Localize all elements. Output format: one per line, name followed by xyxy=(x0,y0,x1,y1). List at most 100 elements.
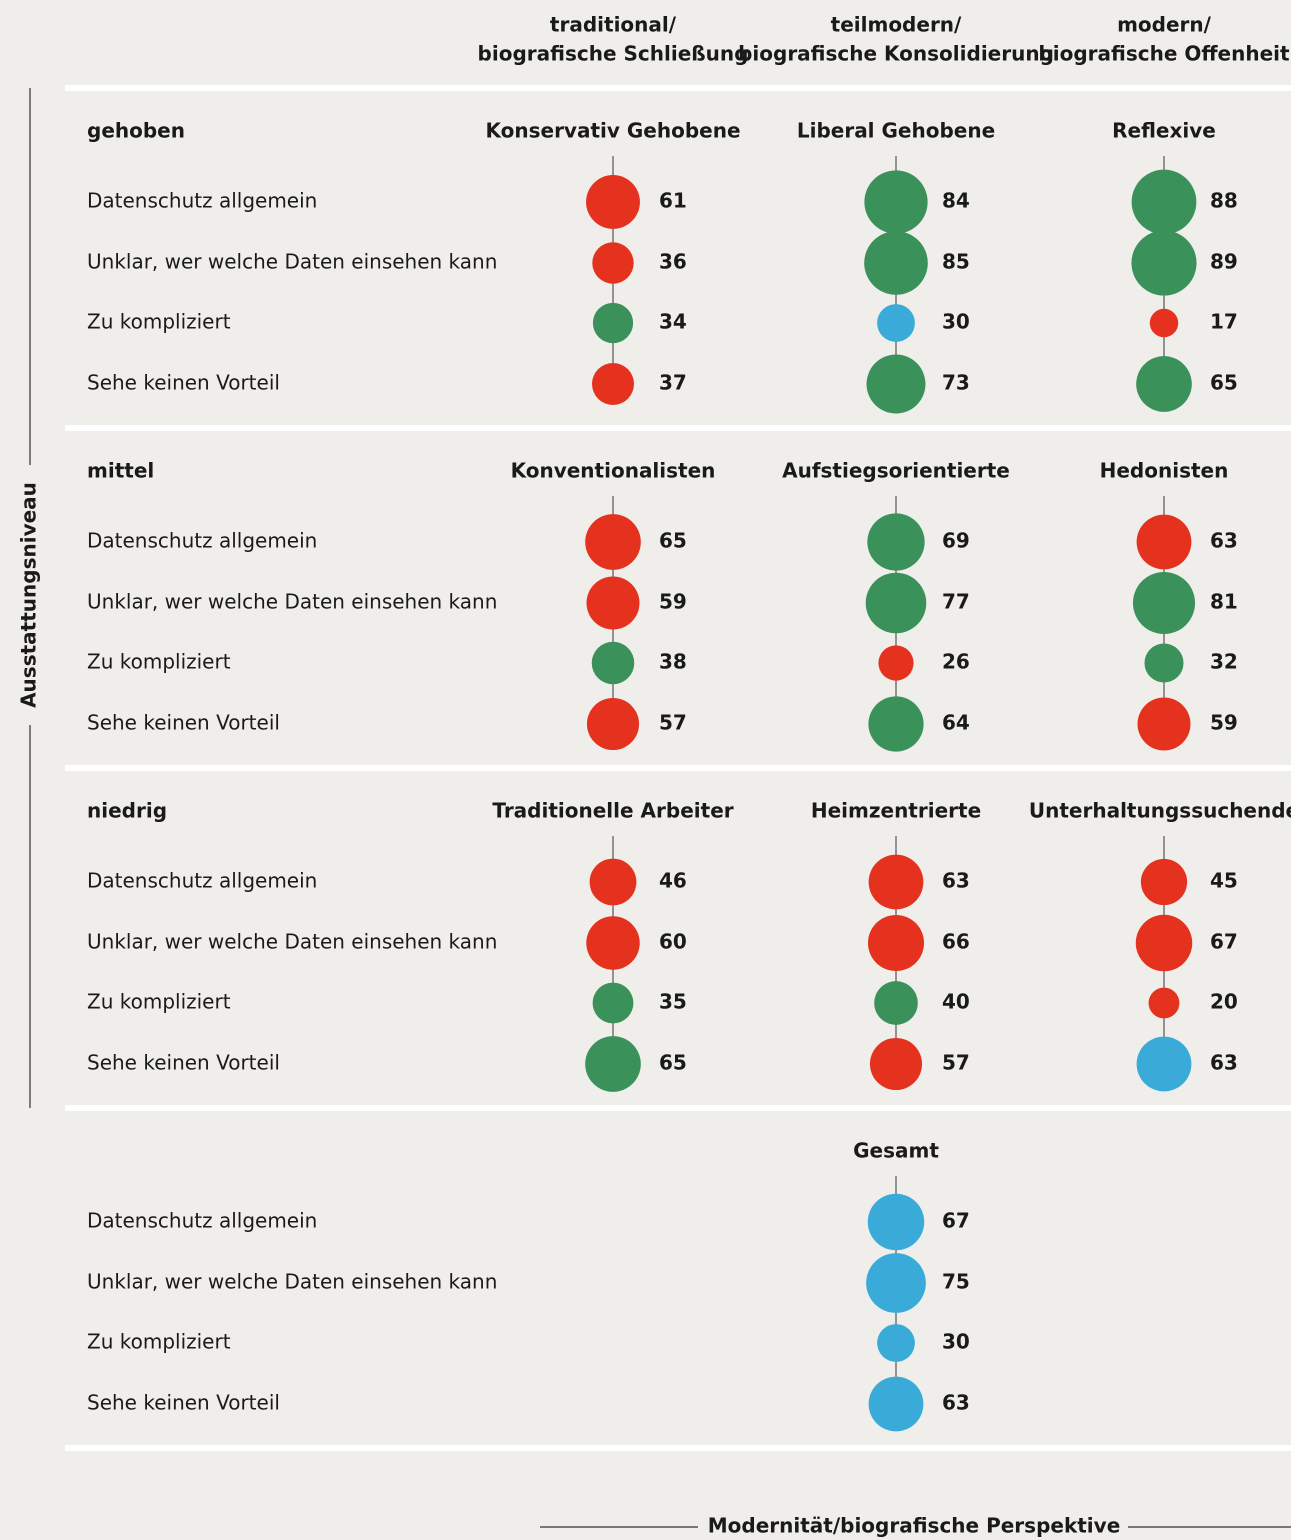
group-label: Konservativ Gehobene xyxy=(485,119,740,143)
bubble xyxy=(864,231,928,295)
bubble xyxy=(1137,697,1191,751)
bubble xyxy=(866,1253,926,1313)
item-label: Zu kompliziert xyxy=(87,650,231,674)
separator xyxy=(65,1445,1291,1451)
value-label: 32 xyxy=(1210,650,1238,674)
bubble xyxy=(868,696,924,752)
group-label: Reflexive xyxy=(1112,119,1216,143)
bubble xyxy=(874,981,918,1025)
bubble xyxy=(589,858,637,906)
value-label: 73 xyxy=(942,371,970,395)
group-label: Gesamt xyxy=(853,1139,939,1163)
bubble xyxy=(591,641,635,685)
value-label: 88 xyxy=(1210,189,1238,213)
value-label: 36 xyxy=(659,250,687,274)
bubble xyxy=(586,175,640,229)
value-label: 38 xyxy=(659,650,687,674)
bubble xyxy=(1136,1036,1192,1092)
group-label: Liberal Gehobene xyxy=(797,119,995,143)
bubble xyxy=(1144,643,1184,683)
item-label: Unklar, wer welche Daten einsehen kann xyxy=(87,250,497,274)
value-label: 26 xyxy=(942,650,970,674)
bubble xyxy=(586,916,640,970)
separator xyxy=(65,765,1291,771)
y-axis-label: Ausstattungsniveau xyxy=(17,482,41,708)
value-label: 46 xyxy=(659,869,687,893)
value-label: 65 xyxy=(659,529,687,553)
column-header: biografische Offenheit xyxy=(1038,42,1290,66)
value-label: 40 xyxy=(942,990,970,1014)
column-header: teilmodern/ xyxy=(831,13,962,37)
bubble xyxy=(592,302,634,344)
separator xyxy=(65,1105,1291,1111)
bubble xyxy=(1136,514,1192,570)
item-label: Sehe keinen Vorteil xyxy=(87,711,280,735)
item-label: Datenschutz allgemein xyxy=(87,529,317,553)
value-label: 30 xyxy=(942,1330,970,1354)
group-label: Aufstiegsorientierte xyxy=(782,459,1010,483)
row-group-label: niedrig xyxy=(87,799,167,823)
value-label: 75 xyxy=(942,1270,970,1294)
bubble xyxy=(878,645,914,681)
row-group-label: mittel xyxy=(87,459,154,483)
value-label: 67 xyxy=(1210,930,1238,954)
bubble xyxy=(586,576,640,630)
bubble xyxy=(877,1324,915,1362)
item-label: Datenschutz allgemein xyxy=(87,869,317,893)
separator xyxy=(65,425,1291,431)
value-label: 65 xyxy=(659,1051,687,1075)
column-header: biografische Konsolidierung xyxy=(738,42,1054,66)
bubble xyxy=(585,1036,641,1092)
item-label: Unklar, wer welche Daten einsehen kann xyxy=(87,930,497,954)
item-label: Datenschutz allgemein xyxy=(87,1209,317,1233)
item-label: Datenschutz allgemein xyxy=(87,189,317,213)
value-label: 85 xyxy=(942,250,970,274)
item-label: Unklar, wer welche Daten einsehen kann xyxy=(87,590,497,614)
item-label: Sehe keinen Vorteil xyxy=(87,1391,280,1415)
item-label: Zu kompliziert xyxy=(87,1330,231,1354)
column-header: traditional/ xyxy=(550,13,677,37)
value-label: 64 xyxy=(942,711,970,735)
bubble xyxy=(1132,571,1196,635)
group-label: Unterhaltungssuchende xyxy=(1029,799,1291,823)
bubble xyxy=(1140,858,1188,906)
separator xyxy=(65,85,1291,91)
bubble xyxy=(865,572,927,634)
bubble xyxy=(586,697,640,751)
bubble xyxy=(866,354,926,414)
row-group-label: gehoben xyxy=(87,119,185,143)
group-label: Heimzentrierte xyxy=(811,799,981,823)
value-label: 34 xyxy=(659,310,687,334)
value-label: 63 xyxy=(942,869,970,893)
value-label: 69 xyxy=(942,529,970,553)
item-label: Unklar, wer welche Daten einsehen kann xyxy=(87,1270,497,1294)
value-label: 20 xyxy=(1210,990,1238,1014)
bubble xyxy=(864,170,928,234)
column-header: biografische Schließung xyxy=(478,42,749,66)
column-header: modern/ xyxy=(1117,13,1212,37)
value-label: 63 xyxy=(942,1391,970,1415)
value-label: 63 xyxy=(1210,1051,1238,1075)
bubble xyxy=(1148,987,1180,1019)
item-label: Sehe keinen Vorteil xyxy=(87,371,280,395)
bubble xyxy=(1131,169,1197,235)
value-label: 60 xyxy=(659,930,687,954)
bubble xyxy=(585,514,641,570)
bubble xyxy=(592,982,634,1024)
item-label: Zu kompliziert xyxy=(87,310,231,334)
bubble xyxy=(1135,914,1193,972)
value-label: 63 xyxy=(1210,529,1238,553)
bubble xyxy=(867,914,925,972)
value-label: 67 xyxy=(942,1209,970,1233)
bubble xyxy=(877,304,915,342)
value-label: 89 xyxy=(1210,250,1238,274)
bubble xyxy=(1131,230,1197,296)
value-label: 30 xyxy=(942,310,970,334)
value-label: 65 xyxy=(1210,371,1238,395)
value-label: 45 xyxy=(1210,869,1238,893)
bubble xyxy=(868,1376,924,1432)
group-label: Traditionelle Arbeiter xyxy=(492,799,733,823)
group-label: Konventionalisten xyxy=(511,459,716,483)
value-label: 61 xyxy=(659,189,687,213)
